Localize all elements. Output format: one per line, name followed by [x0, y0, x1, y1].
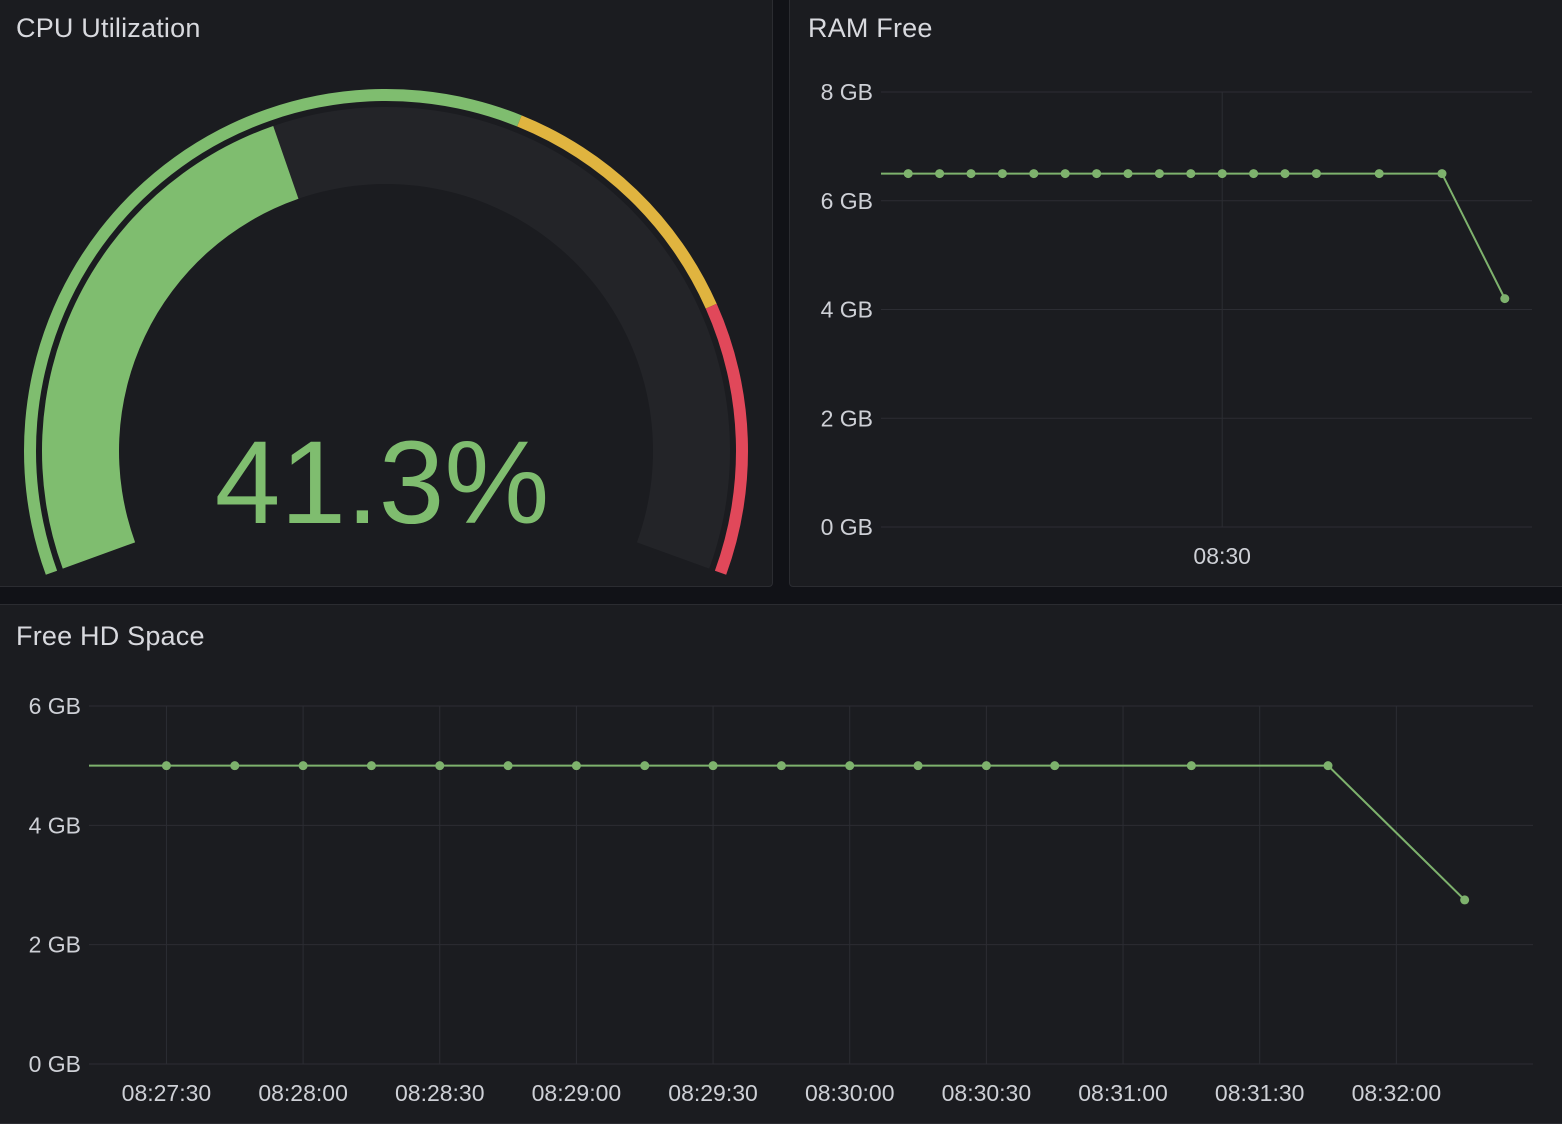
data-point[interactable] — [1154, 169, 1164, 179]
y-tick-label: 0 GB — [821, 514, 873, 540]
data-point[interactable] — [1280, 169, 1290, 179]
x-tick-label: 08:29:00 — [532, 1080, 622, 1106]
data-point[interactable] — [935, 169, 945, 179]
data-point[interactable] — [1323, 761, 1333, 771]
data-point[interactable] — [1060, 169, 1070, 179]
x-tick-label: 08:30 — [1193, 543, 1251, 569]
x-tick-label: 08:31:00 — [1078, 1080, 1168, 1106]
data-point[interactable] — [1374, 169, 1384, 179]
data-point[interactable] — [298, 761, 308, 771]
x-tick-label: 08:28:30 — [395, 1080, 485, 1106]
data-point[interactable] — [1500, 294, 1510, 304]
x-tick-label: 08:32:00 — [1352, 1080, 1442, 1106]
gauge-value-text: 41.3% — [215, 417, 550, 549]
y-tick-label: 4 GB — [29, 812, 81, 838]
gauge-threshold-red — [705, 303, 748, 575]
x-tick-label: 08:31:30 — [1215, 1080, 1305, 1106]
data-point[interactable] — [366, 761, 376, 771]
free-hd-space-chart: 0 GB 2 GB 4 GB 6 GB 08:27:30 08:28:00 08:28:30… — [29, 693, 1533, 1106]
x-tick-label: 08:27:30 — [122, 1080, 212, 1106]
panel-title[interactable]: RAM Free — [808, 13, 933, 43]
data-point[interactable] — [1217, 169, 1227, 179]
panel-free-hd-space: Free HD Space 0 GB 2 GB 4 GB 6 GB 08:27:30 08… — [0, 604, 1562, 1124]
y-tick-label: 2 GB — [821, 405, 873, 431]
y-tick-label: 2 GB — [29, 932, 81, 958]
x-tick-label: 08:30:30 — [942, 1080, 1032, 1106]
x-tick-label: 08:28:00 — [258, 1080, 348, 1106]
data-point[interactable] — [1437, 169, 1447, 179]
data-point[interactable] — [1460, 895, 1470, 905]
data-point[interactable] — [503, 761, 513, 771]
series-line — [89, 764, 1466, 901]
cpu-gauge: 41.3% — [23, 89, 748, 575]
data-point[interactable] — [845, 761, 855, 771]
data-point[interactable] — [776, 761, 786, 771]
data-point[interactable] — [1249, 169, 1259, 179]
data-point[interactable] — [640, 761, 650, 771]
y-tick-label: 4 GB — [821, 297, 873, 323]
x-tick-label: 08:29:30 — [668, 1080, 758, 1106]
data-point[interactable] — [913, 761, 923, 771]
data-point[interactable] — [1311, 169, 1321, 179]
y-tick-label: 0 GB — [29, 1051, 81, 1077]
x-tick-label: 08:30:00 — [805, 1080, 895, 1106]
data-point[interactable] — [981, 761, 991, 771]
series-line — [881, 172, 1506, 300]
data-point[interactable] — [1186, 169, 1196, 179]
data-point[interactable] — [435, 761, 445, 771]
panel-ram-free: RAM Free 0 GB 2 GB 4 GB 6 GB 8 GB 08:30 — [789, 0, 1562, 587]
ram-free-chart: 0 GB 2 GB 4 GB 6 GB 8 GB 08:30 — [821, 79, 1532, 569]
data-point[interactable] — [161, 761, 171, 771]
data-point[interactable] — [1186, 761, 1196, 771]
data-point[interactable] — [708, 761, 718, 771]
data-point[interactable] — [1123, 169, 1133, 179]
gauge-threshold-yellow — [517, 115, 717, 309]
y-tick-label: 6 GB — [821, 188, 873, 214]
y-tick-label: 8 GB — [821, 79, 873, 105]
data-point[interactable] — [230, 761, 240, 771]
data-point[interactable] — [997, 169, 1007, 179]
gauge-value-arc — [42, 126, 299, 569]
data-point[interactable] — [966, 169, 976, 179]
panel-title[interactable]: Free HD Space — [16, 621, 205, 651]
panel-title[interactable]: CPU Utilization — [16, 13, 201, 43]
data-point[interactable] — [903, 169, 913, 179]
y-tick-label: 6 GB — [29, 693, 81, 719]
data-point[interactable] — [1092, 169, 1102, 179]
data-point[interactable] — [1029, 169, 1039, 179]
data-point[interactable] — [1050, 761, 1060, 771]
panel-cpu-utilization: CPU Utilization 41.3% — [0, 0, 773, 587]
gauge-threshold-band — [23, 89, 748, 575]
data-point[interactable] — [571, 761, 581, 771]
